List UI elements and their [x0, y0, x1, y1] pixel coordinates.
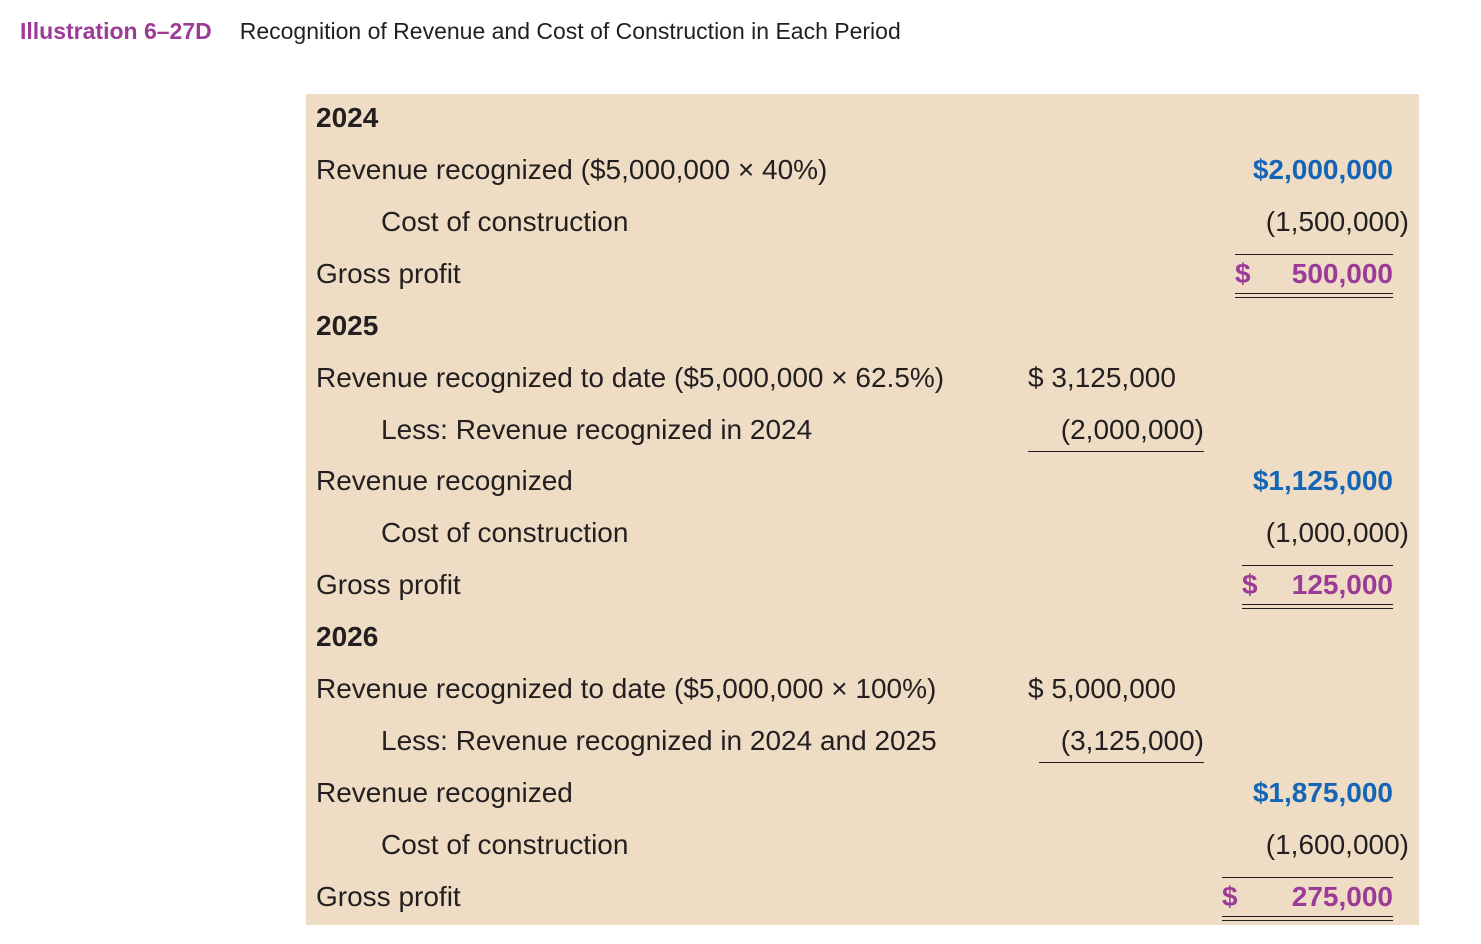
revenue-to-date-row-2025: Revenue recognized to date ($5,000,000 ×… [306, 358, 1419, 398]
double-underline [1222, 916, 1393, 921]
double-underline [1242, 604, 1393, 609]
subtotal-rule [1242, 565, 1393, 566]
illustration-header: Illustration 6–27D Recognition of Revenu… [20, 14, 901, 48]
currency-sign: $ [1235, 258, 1251, 289]
revenue-label: Revenue recognized [316, 777, 573, 808]
cost-row-2025: Cost of construction (1,000,000) [306, 513, 1419, 553]
subtotal-rule [1235, 254, 1393, 255]
less-prior-revenue-value: (2,000,000) [1028, 414, 1204, 452]
year-2025-heading-row: 2025 [306, 306, 1419, 346]
revenue-to-date-row-2026: Revenue recognized to date ($5,000,000 ×… [306, 669, 1419, 709]
gross-profit-amount: $ 125,000 [1242, 565, 1393, 609]
revenue-row-2024: Revenue recognized ($5,000,000 × 40%) $2… [306, 150, 1419, 190]
less-prior-revenue-label: Less: Revenue recognized in 2024 [381, 414, 813, 445]
gross-profit-amount: $ 275,000 [1222, 877, 1393, 921]
gross-profit-label: Gross profit [316, 881, 461, 912]
year-heading: 2024 [316, 102, 379, 133]
subtotal-rule [1222, 877, 1393, 878]
revenue-value: $1,125,000 [1252, 465, 1393, 496]
revenue-to-date-value: $ 3,125,000 [1028, 362, 1176, 393]
less-prior-revenue-value: (3,125,000) [1039, 725, 1204, 763]
gross-profit-row-2025: Gross profit $ 125,000 [306, 565, 1419, 609]
revenue-row-2025: Revenue recognized $1,125,000 [306, 461, 1419, 501]
cost-value: (1,000,000) [1265, 517, 1409, 548]
year-heading: 2025 [316, 310, 379, 341]
revenue-to-date-label: Revenue recognized to date ($5,000,000 ×… [316, 673, 937, 704]
currency-sign: $ [1222, 881, 1238, 912]
gross-profit-label: Gross profit [316, 258, 461, 289]
gross-profit-label: Gross profit [316, 569, 461, 600]
revenue-row-2026: Revenue recognized $1,875,000 [306, 773, 1419, 813]
revenue-to-date-label: Revenue recognized to date ($5,000,000 ×… [316, 362, 945, 393]
cost-row-2026: Cost of construction (1,600,000) [306, 825, 1419, 865]
year-heading: 2026 [316, 621, 379, 652]
cost-label: Cost of construction [381, 517, 629, 548]
less-prior-revenue-label: Less: Revenue recognized in 2024 and 202… [381, 725, 937, 756]
revenue-value: $1,875,000 [1252, 777, 1393, 808]
gross-profit-value: 500,000 [1291, 258, 1393, 289]
cost-label: Cost of construction [381, 829, 629, 860]
revenue-value: $2,000,000 [1252, 154, 1393, 185]
revenue-label: Revenue recognized ($5,000,000 × 40%) [316, 154, 828, 185]
illustration-label: Illustration 6–27D [20, 17, 212, 44]
cost-row-2024: Cost of construction (1,500,000) [306, 202, 1419, 242]
gross-profit-value: 275,000 [1291, 881, 1393, 912]
illustration-title: Recognition of Revenue and Cost of Const… [239, 17, 901, 44]
less-prior-revenue-row-2026: Less: Revenue recognized in 2024 and 202… [306, 721, 1419, 763]
less-prior-revenue-row-2025: Less: Revenue recognized in 2024 (2,000,… [306, 410, 1419, 452]
gross-profit-value: 125,000 [1291, 569, 1393, 600]
currency-sign: $ [1242, 569, 1258, 600]
gross-profit-amount: $ 500,000 [1235, 254, 1393, 298]
revenue-to-date-value: $ 5,000,000 [1028, 673, 1176, 704]
year-2026-heading-row: 2026 [306, 617, 1419, 657]
cost-value: (1,500,000) [1265, 206, 1409, 237]
year-2024-heading-row: 2024 [306, 98, 1419, 138]
gross-profit-row-2024: Gross profit $ 500,000 [306, 254, 1419, 298]
cost-value: (1,600,000) [1265, 829, 1409, 860]
double-underline [1235, 293, 1393, 298]
cost-label: Cost of construction [381, 206, 629, 237]
revenue-recognition-panel: 2024 Revenue recognized ($5,000,000 × 40… [306, 94, 1419, 925]
gross-profit-row-2026: Gross profit $ 275,000 [306, 877, 1419, 921]
revenue-label: Revenue recognized [316, 465, 573, 496]
